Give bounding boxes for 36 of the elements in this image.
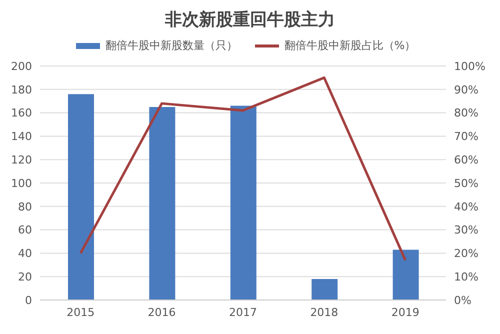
- y-tick-label: 120: [11, 154, 32, 167]
- y2-tick-label: 40%: [454, 200, 478, 214]
- x-tick-label: 2016: [148, 306, 176, 319]
- y2-tick-label: 20%: [454, 247, 478, 260]
- y-tick-label: 160: [11, 106, 32, 120]
- legend-label: 翻倍牛股中新股占比（%）: [283, 38, 416, 53]
- y-tick-label: 100: [11, 176, 32, 190]
- y2-tick-label: 0%: [454, 294, 472, 307]
- y2-tick-label: 90%: [454, 83, 478, 96]
- legend-label: 翻倍牛股中新股数量（只）: [104, 38, 238, 53]
- bar: [68, 94, 94, 300]
- y2-tick-label: 100%: [454, 60, 486, 73]
- x-tick-label: 2017: [229, 306, 257, 319]
- y-tick-label: 140: [11, 130, 32, 144]
- y2-tick-label: 50%: [454, 176, 478, 190]
- y-tick-label: 0: [25, 294, 32, 307]
- y-tick-label: 80: [18, 200, 32, 214]
- y2-tick-label: 30%: [454, 224, 478, 237]
- x-tick-label: 2015: [66, 306, 95, 319]
- y-tick-label: 60: [18, 224, 32, 237]
- y-tick-label: 200: [11, 60, 32, 73]
- y-tick-label: 180: [11, 83, 32, 96]
- bar: [392, 250, 419, 300]
- bar: [230, 106, 256, 300]
- y2-tick-label: 70%: [454, 130, 478, 144]
- y-tick-label: 20: [18, 270, 32, 284]
- y2-tick-label: 80%: [454, 106, 478, 120]
- line-series: [79, 76, 407, 262]
- x-tick-label: 2019: [391, 306, 420, 319]
- y2-tick-label: 60%: [454, 154, 478, 167]
- bar: [312, 278, 338, 300]
- y-tick-label: 40: [18, 247, 32, 260]
- y2-tick-label: 10%: [454, 270, 478, 284]
- bar: [149, 106, 176, 300]
- x-tick-label: 2018: [310, 306, 338, 319]
- chart-title: 非次新股重回牛股主力: [164, 9, 336, 32]
